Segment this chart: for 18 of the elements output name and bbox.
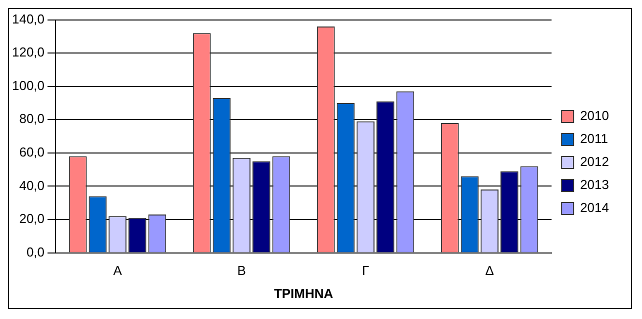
y-tick-label: 20,0 [19, 211, 45, 226]
y-tick-label: 60,0 [19, 144, 45, 160]
y-tick-label: 120,0 [12, 44, 45, 60]
x-tick-label: Γ [362, 263, 370, 278]
legend-label: 2012 [580, 154, 609, 170]
x-tick-label: Α [113, 263, 122, 278]
x-axis-title: ΤΡΙΜΗΝΑ [274, 286, 334, 301]
y-tick-label: 80,0 [19, 111, 45, 126]
x-tick-label: Β [237, 263, 246, 278]
y-tick-label: 0,0 [26, 244, 45, 260]
legend-label: 2011 [580, 131, 608, 146]
legend-label: 2013 [580, 177, 609, 192]
y-tick-label: 100,0 [12, 78, 45, 93]
x-tick-label: Δ [485, 263, 494, 278]
y-tick-label: 140,0 [12, 11, 45, 26]
legend-label: 2010 [580, 108, 609, 124]
y-tick-label: 40,0 [19, 178, 45, 193]
legend-label: 2014 [580, 200, 609, 216]
